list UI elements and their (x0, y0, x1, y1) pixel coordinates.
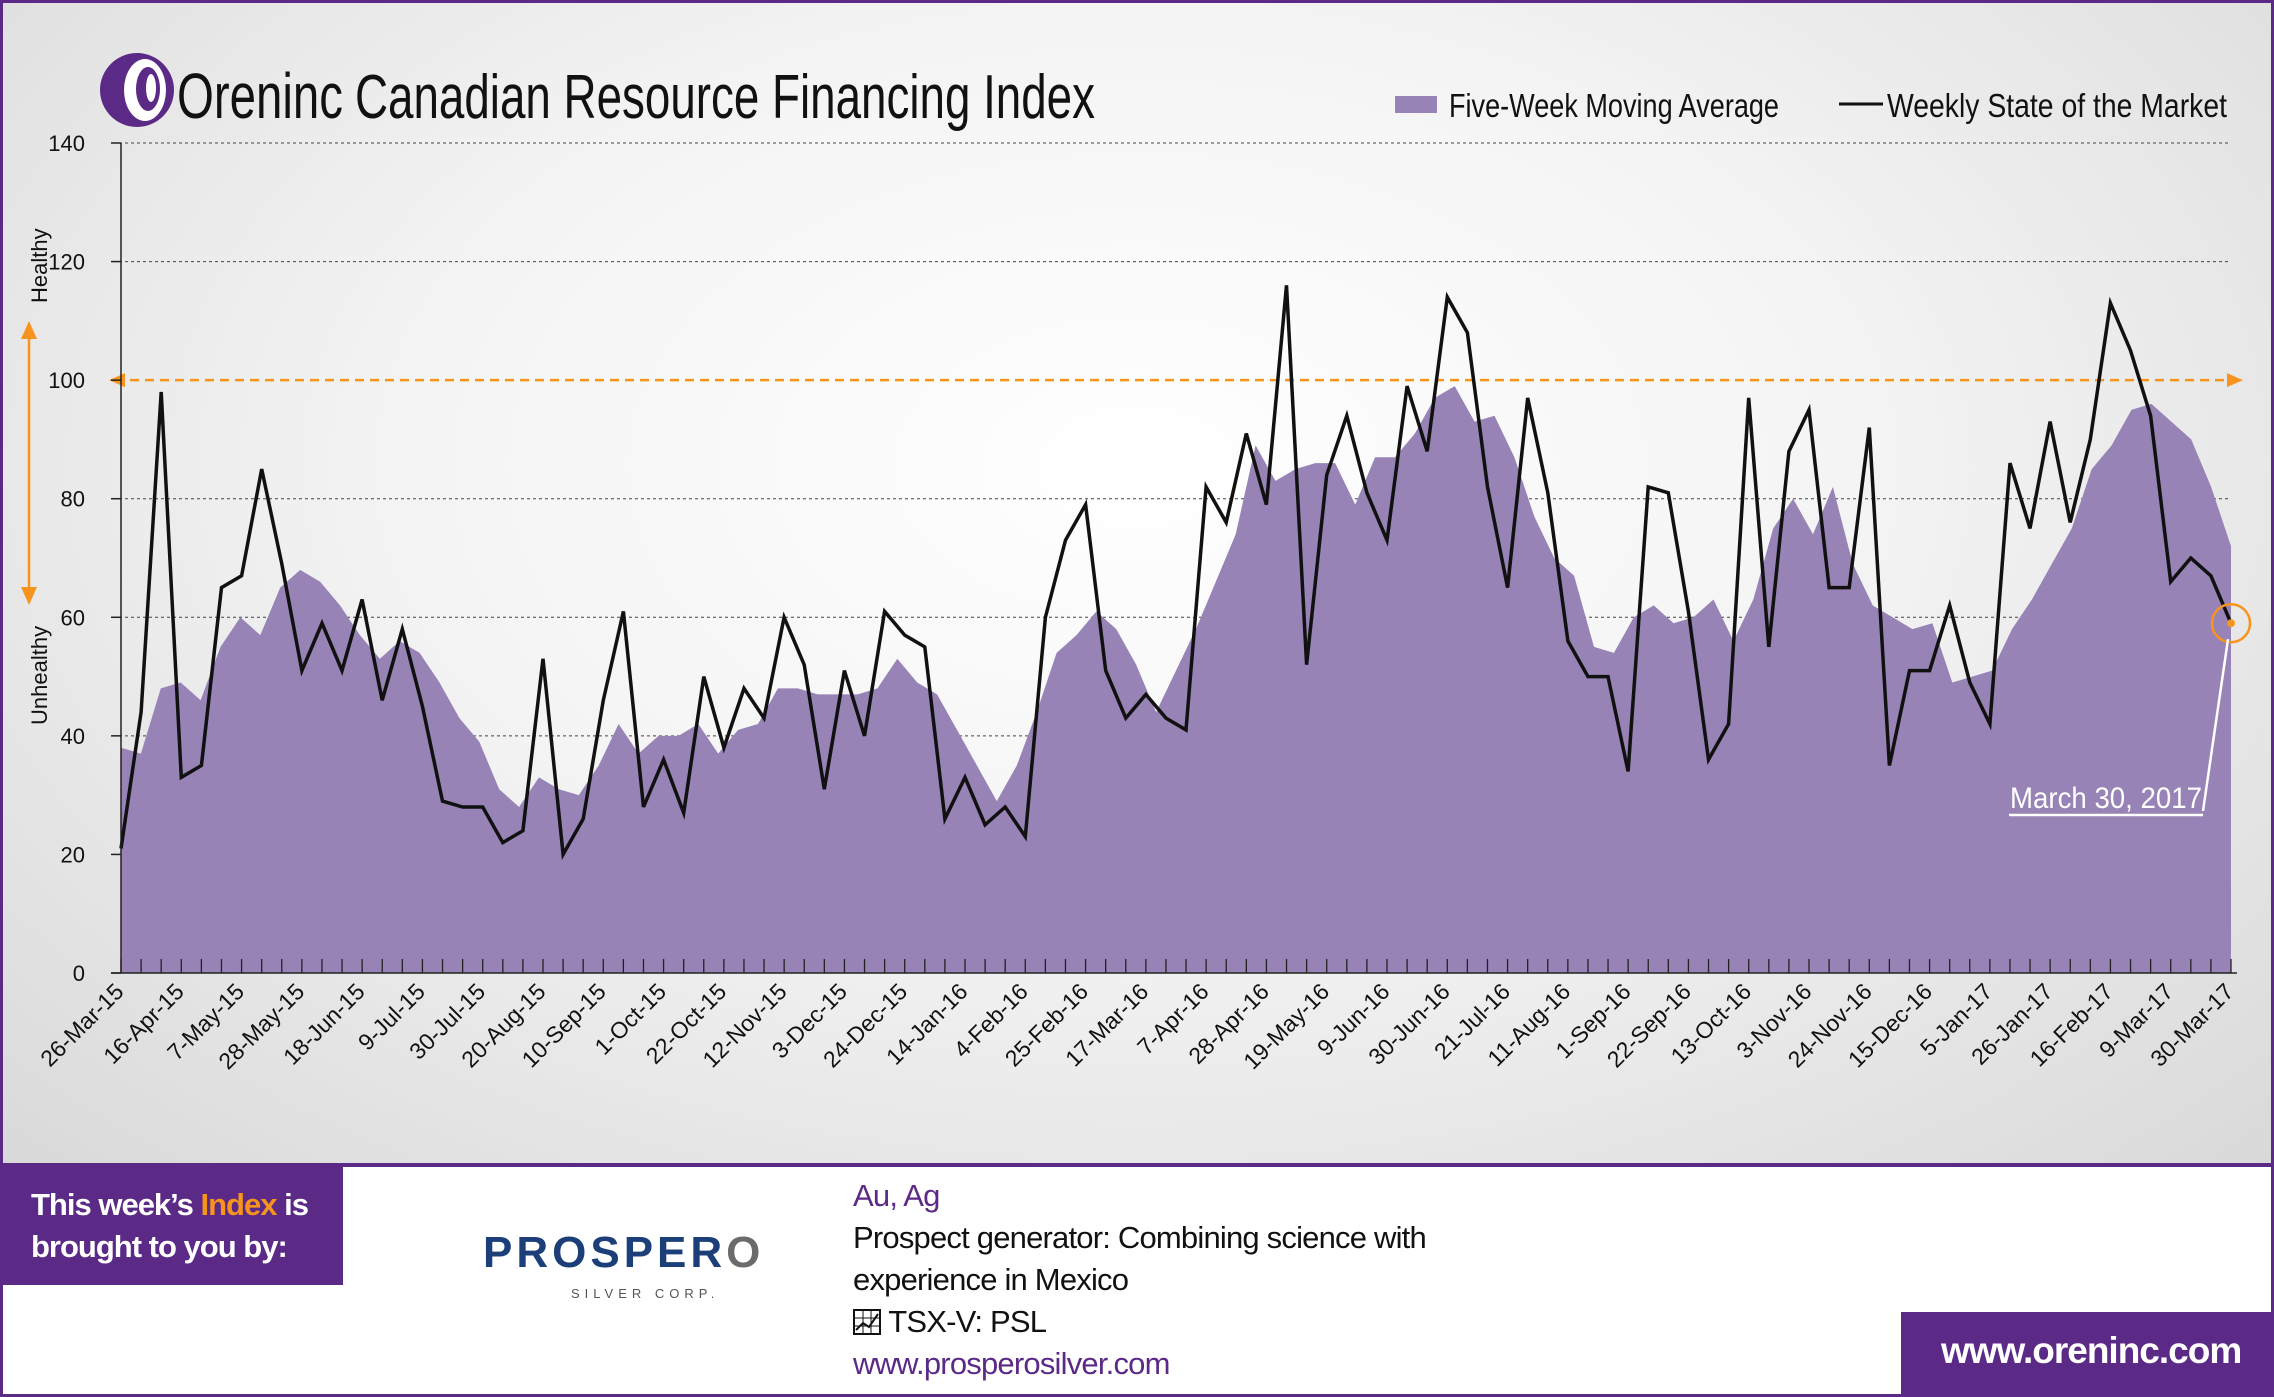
promo-accent: Index (200, 1187, 278, 1222)
stock-chart-icon (853, 1309, 881, 1335)
prospero-logo: PROSPERO SILVER CORP. (483, 1228, 765, 1301)
oreninc-logo-icon (100, 53, 174, 127)
callout-label: March 30, 2017 (2010, 782, 2202, 815)
sponsor-description: Au, Ag Prospect generator: Combining sci… (853, 1175, 1427, 1385)
y-tick-label: 0 (73, 961, 85, 986)
sponsor-exchange: TSX-V: PSL (853, 1301, 1426, 1343)
infographic-frame: Oreninc Canadian Resource Financing Inde… (3, 3, 2271, 1394)
site-url-box: www.oreninc.com (1901, 1312, 2271, 1394)
moving-average-area (121, 386, 2231, 974)
y-tick-label: 20 (61, 842, 85, 867)
legend-area-swatch (1395, 96, 1437, 113)
x-axis-ticks: 26-Mar-1516-Apr-157-May-1528-May-1518-Ju… (35, 959, 2239, 1074)
y-side-label-healthy: Healthy (27, 228, 52, 303)
y-side-label-unhealthy: Unhealthy (27, 626, 52, 725)
healthy-threshold-line (109, 373, 2243, 388)
sponsor-desc-line-1: Prospect generator: Combining science wi… (853, 1220, 1427, 1255)
chart-svg: Oreninc Canadian Resource Financing Inde… (21, 53, 2252, 1074)
health-direction-arrow-icon (21, 321, 37, 605)
legend-line-label: Weekly State of the Market (1887, 87, 2227, 124)
chart-panel: Oreninc Canadian Resource Financing Inde… (3, 3, 2271, 1163)
legend-area-label: Five-Week Moving Average (1449, 87, 1779, 124)
promo-text: This week’s (31, 1187, 201, 1222)
y-tick-label: 100 (48, 368, 85, 393)
promo-line-1: This week’s Index is (31, 1187, 309, 1223)
logo-wordmark: Oreninc (177, 60, 343, 132)
threshold-right-arrow-icon (2227, 373, 2243, 388)
sponsor-subtitle: SILVER CORP. (571, 1286, 720, 1301)
sponsor-wordmark-o: O (726, 1228, 765, 1277)
site-url-link[interactable]: www.oreninc.com (1941, 1330, 2242, 1371)
y-tick-label: 140 (48, 131, 85, 156)
sponsor-url-link[interactable]: www.prosperosilver.com (853, 1346, 1170, 1381)
promo-text-end: is (276, 1187, 309, 1222)
latest-point-highlight (2210, 602, 2252, 644)
weekly-state-polyline (119, 285, 2233, 861)
latest-point-callout: March 30, 2017 (2009, 602, 2252, 817)
y-tick-label: 60 (61, 605, 85, 630)
latest-point-dot (2227, 619, 2235, 628)
promo-line-2: brought to you by: (31, 1229, 288, 1264)
sponsor-desc-line-2: experience in Mexico (853, 1262, 1129, 1297)
y-tick-label: 40 (61, 724, 85, 749)
sponsor-metals: Au, Ag (853, 1178, 940, 1213)
sponsor-ticker: TSX-V: PSL (888, 1304, 1047, 1339)
weekly-state-line (119, 285, 2235, 861)
callout-leader (2201, 639, 2230, 812)
sponsor-wordmark: PROSPER (483, 1228, 727, 1277)
y-tick-label: 120 (48, 250, 85, 275)
y-tick-label: 80 (61, 487, 85, 512)
footer-divider (3, 1163, 2271, 1167)
sponsor-promo-box: This week’s Index is brought to you by: (3, 1167, 343, 1285)
y-axis-ticks: 0 20 40 60 80 100 120 140 (48, 131, 121, 986)
chart-title: Canadian Resource Financing Index (355, 63, 1095, 132)
axes (111, 143, 2237, 974)
moving-average-area-fill (121, 386, 2231, 974)
